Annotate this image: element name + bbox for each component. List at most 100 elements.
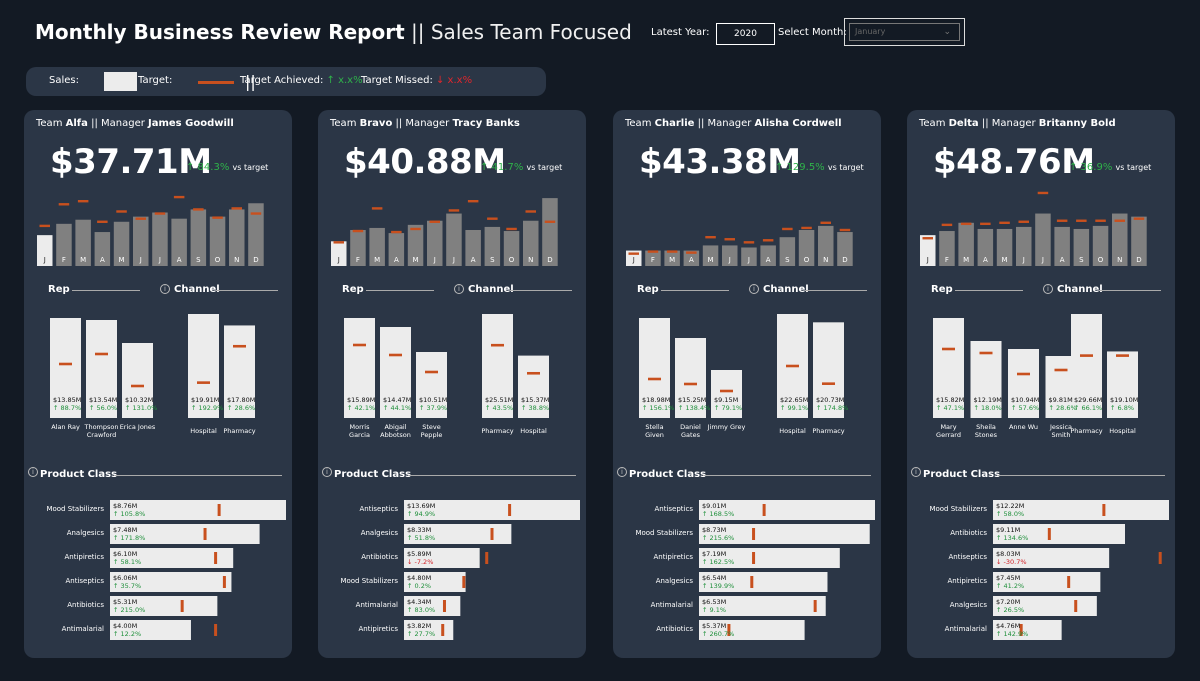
info-icon[interactable]: i [454,284,464,294]
month-bar[interactable] [388,233,405,266]
info-icon[interactable]: i [911,467,921,477]
product-bar[interactable] [110,500,286,520]
month-bar[interactable] [369,227,385,266]
month-dropdown[interactable]: January ⌄ [849,23,960,41]
month-bar[interactable] [407,224,424,266]
channel-bar[interactable] [224,325,255,418]
month-bar[interactable] [75,219,91,266]
month-bar[interactable] [248,203,264,266]
product-bar[interactable] [993,500,1169,520]
month-bar[interactable] [209,216,226,266]
product-bar[interactable] [404,572,466,592]
rep-bar[interactable] [711,370,742,418]
product-bar[interactable] [404,500,580,520]
month-bar[interactable] [977,228,994,266]
product-bar[interactable] [699,572,828,592]
month-bar[interactable] [427,220,443,266]
month-bar[interactable] [722,245,738,266]
channel-bar[interactable] [1071,314,1102,418]
month-bar[interactable] [779,237,796,266]
product-bar[interactable] [993,524,1125,544]
month-bar[interactable] [741,247,757,266]
rep-bar[interactable] [639,318,670,418]
product-bar[interactable] [404,548,480,568]
info-icon[interactable]: i [160,284,170,294]
month-bar[interactable] [683,250,700,266]
product-bar[interactable] [404,524,512,544]
month-bar[interactable] [645,250,661,266]
product-bar[interactable] [993,620,1062,640]
month-bar[interactable] [664,250,680,266]
product-bar[interactable] [110,596,218,616]
month-bar[interactable] [760,245,776,266]
month-bar[interactable] [939,231,955,266]
month-target-marker [506,227,517,231]
info-icon[interactable]: i [28,467,38,477]
info-icon[interactable]: i [1043,284,1053,294]
month-bar[interactable] [702,245,719,266]
month-bar[interactable] [798,230,815,266]
product-bar[interactable] [699,500,875,520]
rep-bar[interactable] [416,352,447,418]
product-bar[interactable] [110,548,234,568]
product-bar[interactable] [993,548,1110,568]
month-bar[interactable] [542,198,558,266]
channel-bar[interactable] [813,322,844,418]
month-bar[interactable] [523,220,539,266]
month-bar[interactable] [818,225,834,266]
rep-bar[interactable] [380,327,411,418]
month-bar[interactable] [503,231,520,266]
info-icon[interactable]: i [617,467,627,477]
month-bar[interactable] [94,232,111,266]
product-bar[interactable] [993,572,1101,592]
month-bar[interactable] [331,241,347,266]
product-bar[interactable] [993,596,1097,616]
month-bar[interactable] [1131,216,1147,266]
rep-bar[interactable] [86,320,117,418]
month-bar[interactable] [350,230,366,266]
month-bar[interactable] [920,235,936,266]
product-bar[interactable] [699,620,805,640]
month-bar[interactable] [465,230,481,266]
rep-bar[interactable] [344,318,375,418]
product-bar[interactable] [404,596,461,616]
month-bar[interactable] [133,216,149,266]
latest-year-field[interactable]: 2020 [716,23,775,45]
month-bar[interactable] [1016,226,1032,266]
rep-bar[interactable] [675,338,706,418]
product-bar[interactable] [699,524,870,544]
month-bar[interactable] [113,221,130,266]
month-bar[interactable] [1112,213,1128,266]
month-bar[interactable] [837,232,853,266]
info-icon[interactable]: i [322,467,332,477]
month-bar[interactable] [190,209,207,266]
month-bar[interactable] [229,209,245,266]
month-bar[interactable] [446,213,462,266]
month-bar[interactable] [37,235,53,266]
rep-bar[interactable] [1008,349,1039,418]
month-bar[interactable] [171,218,187,266]
channel-bar[interactable] [188,314,219,418]
product-bar[interactable] [699,596,826,616]
month-bar[interactable] [152,212,168,266]
product-bar[interactable] [110,572,232,592]
channel-bar[interactable] [518,355,549,418]
month-bar[interactable] [484,226,501,266]
month-bar[interactable] [996,228,1013,266]
rep-bar[interactable] [50,318,81,418]
product-bar[interactable] [404,620,454,640]
month-bar[interactable] [1035,213,1051,266]
month-bar[interactable] [1073,228,1090,266]
rep-bar[interactable] [122,343,153,418]
month-bar[interactable] [1054,226,1070,266]
month-bar[interactable] [56,223,72,266]
rep-bar[interactable] [933,318,964,418]
product-bar[interactable] [110,524,260,544]
info-icon[interactable]: i [749,284,759,294]
product-bar[interactable] [699,548,840,568]
channel-bar[interactable] [1107,351,1138,418]
month-bar[interactable] [1092,225,1109,266]
month-bar[interactable] [958,222,974,266]
channel-bar[interactable] [482,314,513,418]
product-bar[interactable] [110,620,191,640]
